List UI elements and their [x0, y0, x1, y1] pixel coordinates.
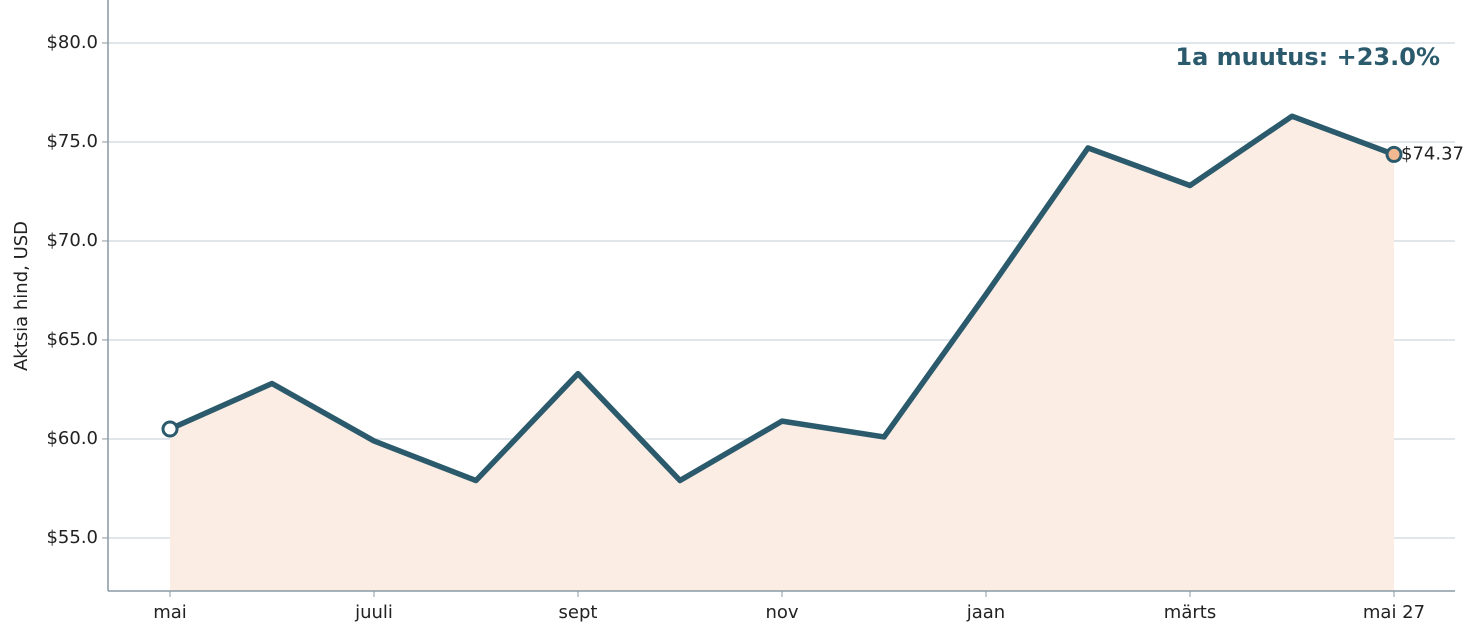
y-tick-label: $65.0 [46, 329, 98, 350]
end-marker [1385, 145, 1403, 163]
line [168, 113, 1395, 484]
x-tick-label: nov [765, 602, 798, 623]
y-tick-label: $60.0 [46, 428, 98, 449]
value-label: $74.37 [1401, 143, 1464, 164]
x-tick-label: märts [1164, 602, 1216, 623]
y-tick-label: $55.0 [46, 527, 98, 548]
area [170, 116, 1394, 592]
y-tick-label: $70.0 [46, 230, 98, 251]
x-tick-label: juuli [354, 602, 393, 623]
annotation: 1a muutus: +23.0% [1175, 43, 1440, 71]
y-tick-label: $80.0 [46, 32, 98, 53]
x-tick-label: mai 27 [1363, 602, 1425, 623]
x-tick-label: sept [559, 602, 598, 623]
y-tick-label: $75.0 [46, 131, 98, 152]
y-axis-label: Aktsia hind, USD [11, 221, 32, 371]
start-marker [161, 420, 179, 438]
x-tick-label: mai [153, 602, 187, 623]
x-tick-label: jaan [966, 602, 1005, 623]
